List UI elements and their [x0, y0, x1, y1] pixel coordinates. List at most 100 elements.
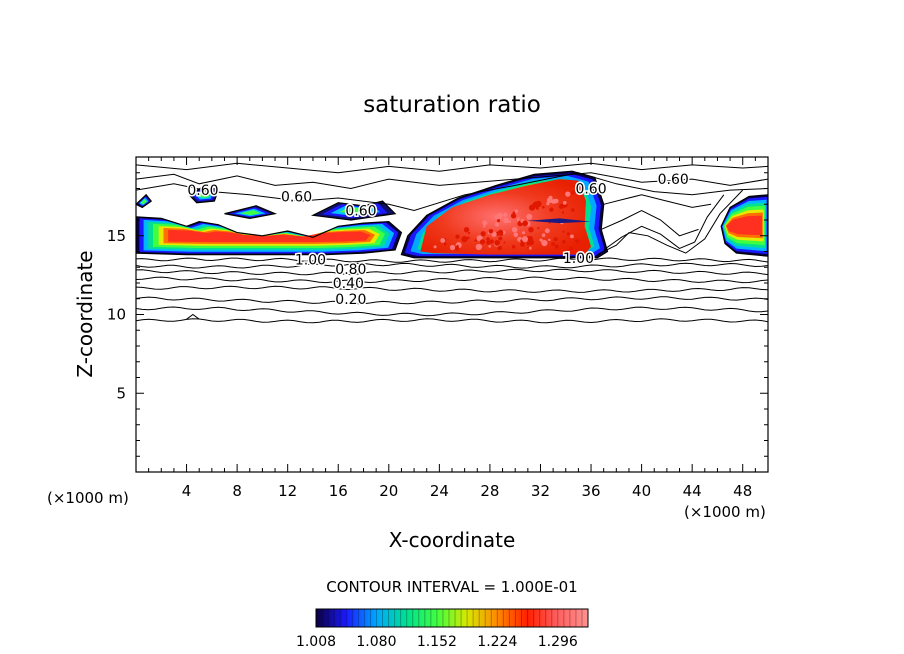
field-speck	[514, 209, 519, 213]
field-speck	[480, 231, 486, 237]
field-region-band	[726, 215, 762, 236]
y-tick-label: 10	[107, 306, 126, 324]
field-speck	[551, 198, 557, 204]
colorbar-tick-label: 1.152	[417, 634, 457, 650]
field-speck	[570, 234, 574, 239]
field-speck	[554, 244, 559, 249]
contour-interval-text: CONTOUR INTERVAL = 1.000E-01	[326, 578, 577, 596]
colorbar-tick-label: 1.224	[477, 634, 517, 650]
x-tick-label: 32	[531, 482, 550, 500]
field-speck	[528, 226, 534, 233]
field-speck	[573, 184, 577, 188]
chart-title: saturation ratio	[363, 92, 541, 118]
contour-line	[136, 318, 768, 324]
contour-label: 0.60	[187, 183, 218, 199]
field-speck	[510, 213, 517, 219]
contour-line	[600, 209, 699, 237]
field-speck	[488, 228, 494, 234]
field-speck	[467, 231, 471, 235]
colorbar	[315, 608, 589, 628]
saturation-field	[136, 171, 768, 258]
field-speck	[503, 217, 509, 224]
field-speck	[494, 222, 500, 227]
x-tick-labels: 4 8 12 16 20 24 28 32 36 40 44 48	[182, 482, 752, 500]
x-tick-label: 20	[379, 482, 398, 500]
contour-line	[136, 268, 768, 276]
field-speck	[496, 219, 501, 223]
field-speck	[463, 226, 470, 233]
field-speck	[539, 238, 543, 242]
field-region-band	[339, 206, 373, 214]
contour-lines	[136, 162, 768, 324]
field-speck	[497, 245, 503, 251]
field-speck	[520, 241, 525, 247]
field-region-band	[168, 230, 371, 243]
field-speck	[511, 245, 516, 249]
field-speck	[571, 208, 575, 212]
contour-label: 0.40	[333, 276, 364, 292]
field-speck	[503, 212, 508, 217]
contour-label: 0.60	[575, 182, 606, 198]
colorbar-tick-label: 1.008	[296, 634, 336, 650]
field-speck	[454, 245, 460, 251]
field-speck	[546, 197, 553, 204]
field-speck	[546, 202, 550, 206]
contour-label: 0.60	[658, 172, 689, 188]
field-speck	[449, 244, 456, 251]
field-speck	[474, 239, 477, 242]
field-speck	[496, 212, 503, 219]
field-speck	[488, 245, 492, 248]
field-speck	[521, 236, 528, 243]
field-speck	[566, 232, 570, 236]
field-speck	[479, 245, 483, 248]
field-speck	[461, 236, 468, 243]
field-speck	[482, 220, 488, 226]
contour-label-group: 0.60 0.60 0.60 0.60 0.60 1.00 0.800.400.20 1.00	[186, 171, 690, 310]
y-axis-label: Z-coordinate	[73, 250, 97, 377]
field-speck	[486, 240, 491, 245]
field-speck	[527, 246, 530, 249]
contour-line	[136, 262, 768, 269]
field-speck	[517, 217, 520, 221]
contour-line	[136, 162, 768, 174]
contour-label: 1.00	[295, 252, 326, 268]
field-speck	[489, 239, 494, 244]
x-axis-label: X-coordinate	[389, 528, 516, 552]
field-speck	[440, 238, 446, 243]
field-speck	[562, 230, 565, 233]
field-speck	[575, 239, 580, 244]
field-speck	[551, 242, 556, 246]
contour-line	[136, 285, 768, 293]
field-speck	[486, 237, 490, 241]
contour-line	[136, 172, 768, 212]
axis-ticks	[136, 157, 768, 472]
field-region-band	[240, 210, 261, 216]
x-tick-label: 44	[683, 482, 702, 500]
x-unit-left: (×1000 m)	[47, 489, 129, 507]
contour-line	[136, 306, 768, 317]
field-speck	[498, 236, 503, 241]
x-tick-label: 12	[278, 482, 297, 500]
field-speck	[526, 213, 533, 220]
field-speck	[479, 239, 485, 245]
contour-line	[136, 193, 153, 209]
field-speck	[528, 239, 535, 245]
y-tick-label: 5	[116, 384, 126, 402]
contour-line	[224, 205, 278, 220]
field-speck	[541, 233, 546, 237]
x-tick-label: 28	[480, 482, 499, 500]
field-speck	[503, 241, 506, 244]
field-speck	[537, 227, 540, 230]
field-region-band	[140, 199, 147, 205]
field-speck	[475, 243, 482, 251]
colorbar-tick-label: 1.080	[356, 634, 396, 650]
x-tick-label: 48	[733, 482, 752, 500]
field-region-band	[198, 191, 211, 198]
field-speck	[535, 200, 542, 208]
field-speck	[466, 236, 470, 240]
contour-line	[400, 170, 609, 259]
field-speck	[544, 228, 550, 234]
field-speck	[553, 237, 558, 242]
contour-line	[188, 184, 219, 204]
field-speck	[561, 211, 565, 214]
